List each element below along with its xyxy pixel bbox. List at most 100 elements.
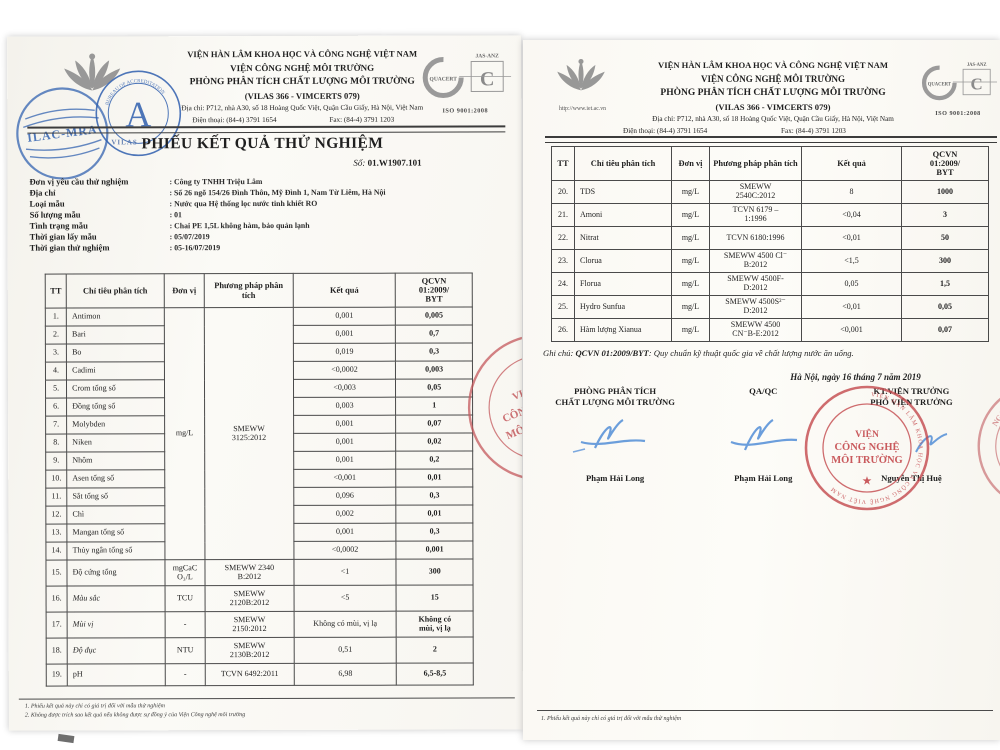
limit-cell: 0,005 (395, 306, 473, 326)
ilac-mra-stamp-icon: ILAC-MRA (16, 87, 109, 180)
row-index: 17. (46, 612, 68, 639)
parameter-name: Clorua (574, 249, 672, 273)
signer-name: Nguyễn Thị Huệ (881, 473, 942, 483)
row-index: 11. (45, 488, 67, 507)
result-cell: 0,019 (293, 343, 396, 362)
seal-line-1: VIỆN (855, 427, 879, 440)
note-code: QCVN 01:2009/BYT (575, 348, 649, 358)
result-row: 15. Độ cứng tổng mgCaC O₃/L SMEWW 2340 B:20… (45, 558, 474, 587)
info-value: : 05/07/2019 (169, 232, 210, 242)
parameter-name: TDS (574, 180, 672, 204)
website-label: http://www.iet.ac.vn (558, 106, 607, 112)
result-cell: 0,51 (293, 637, 397, 664)
parameter-name: Đồng tổng số (66, 397, 165, 417)
unit-cell: mg/L (671, 272, 710, 296)
table-header-row: TT Chỉ tiêu phân tích Đơn vị Phương pháp… (551, 146, 989, 181)
row-index: 23. (551, 249, 575, 273)
institute-lotus-logo (64, 53, 121, 91)
unit-cell: mg/L (671, 249, 710, 273)
result-row: 16. Màu sắc TCU SMEWW 2120B:2012 <5 15 (46, 584, 474, 613)
limit-cell: 6,5-8,5 (396, 662, 474, 686)
result-cell: <0,04 (801, 203, 902, 227)
header-divider (27, 125, 506, 134)
signer-title: KT.VIỆN TRƯỞNG (873, 386, 950, 396)
footnote-line: 1. Phiếu kết quả này chỉ có giá trị đối … (541, 716, 682, 722)
parameter-name: Amoni (574, 203, 672, 227)
signer-title: QA/QC (749, 386, 778, 396)
org-line-1: VIỆN HÀN LÂM KHOA HỌC VÀ CÔNG NGHỆ VIỆT … (658, 60, 888, 70)
result-row: 20. TDS mg/L SMEWW 2540C:2012 8 1000 (551, 180, 989, 204)
parameter-name: Sắt tổng số (66, 487, 165, 507)
jasanz-c-glyph: C (971, 75, 983, 94)
iso-label: ISO 9001:2008 (442, 107, 489, 115)
column-header: Kết quả (801, 146, 902, 181)
signature-row: PHÒNG PHÂN TÍCH CHẤT LƯỢNG MÔI TRƯỜNG Ph… (541, 386, 986, 483)
signer-block: QA/QC Phạm Hải Long (689, 386, 837, 483)
parameter-name: Thủy ngân tổng số (67, 541, 165, 561)
signer-title: PHÓ VIỆN TRƯỞNG (870, 397, 953, 407)
method-cell: SMEWW 2120B:2012 (205, 585, 294, 612)
method-cell: SMEWW 4500 Cl⁻ B:2012 (709, 249, 802, 273)
method-cell: TCVN 6492:2011 (205, 663, 294, 686)
table-header-row: TT Chỉ tiêu phân tích Đơn vị Phương pháp… (45, 272, 473, 309)
signature-ink-icon (915, 433, 948, 453)
note-prefix: Ghi chú: (543, 348, 576, 358)
parameter-name: Độ đục (67, 637, 166, 665)
unit-cell: NTU (164, 637, 206, 664)
result-cell: 8 (801, 180, 902, 204)
parameter-name: Molybden (66, 415, 165, 435)
row-index: 13. (45, 524, 68, 543)
org-line-2: VIỆN CÔNG NGHỆ MÔI TRƯỜNG (230, 62, 375, 74)
row-index: 15. (45, 560, 68, 587)
parameter-name: Màu sắc (67, 585, 165, 613)
row-index: 3. (45, 344, 67, 363)
result-cell: 0,001 (293, 415, 397, 434)
result-cell: <0,001 (293, 469, 397, 488)
header-divider (545, 136, 997, 143)
org-line-1: VIỆN HÀN LÂM KHOA HỌC VÀ CÔNG NGHỆ VIỆT … (187, 48, 418, 60)
limit-cell: 0,7 (395, 324, 473, 344)
parameter-name: Độ cứng tổng (67, 559, 165, 587)
unit-cell: mg/L (164, 307, 206, 560)
limit-cell: 1000 (901, 180, 989, 204)
footnotes: 1. Phiếu kết quả này chỉ có giá trị đối … (541, 715, 981, 724)
org-line-4: (VILAS 366 - VIMCERTS 079) (715, 102, 831, 112)
org-address: Địa chỉ: P712, nhà A30, số 18 Hoàng Quốc… (652, 115, 894, 123)
result-row: 21. Amoni mg/L TCVN 6179 – 1:1996 <0,04 3 (551, 203, 989, 227)
result-cell: <0,001 (801, 318, 902, 342)
parameter-name: Nhôm (66, 451, 165, 471)
signer-block: KT.VIỆN TRƯỞNG PHÓ VIỆN TRƯỞNG Nguyễn Th… (837, 386, 985, 483)
signer-title: CHẤT LƯỢNG MÔI TRƯỜNG (555, 397, 675, 407)
limit-cell: 0,001 (396, 540, 473, 560)
note-line: Ghi chú: QCVN 01:2009/BYT: Quy chuẩn kỹ … (543, 348, 983, 358)
institute-red-seal-icon: VIỆN HÀN LÂM KHOA HỌC VÀ CÔNG NGHỆ VIỆT … (804, 385, 930, 511)
result-row: 1. Antimon mg/L SMEWW 3125:2012 0,001 0,005 (45, 306, 473, 560)
signer-name: Phạm Hải Long (585, 473, 645, 483)
parameter-name: Nitrat (574, 226, 672, 250)
result-cell: 6,98 (293, 663, 397, 686)
iso-label: ISO 9001:2008 (935, 110, 981, 117)
footer-divider (18, 697, 515, 701)
row-index: 26. (551, 318, 575, 342)
parameter-name: Mangan tổng số (67, 523, 165, 543)
info-value: : 05-16/07/2019 (169, 243, 221, 253)
limit-cell: 50 (901, 226, 989, 250)
info-label: Thời gian lấy mẫu (29, 231, 97, 242)
jasanz-c-glyph: C (480, 68, 495, 90)
result-row: 23. Clorua mg/L SMEWW 4500 Cl⁻ B:2012 <1,5 30… (551, 249, 989, 273)
info-value: : Công ty TNHH Triệu Lâm (169, 177, 263, 187)
doc-number-value: 01.W1907.101 (367, 157, 422, 168)
unit-cell: mgCaC O₃/L (164, 559, 206, 586)
row-index: 9. (45, 452, 67, 471)
result-cell: Không có mùi, vị lạ (293, 611, 397, 638)
result-cell: <5 (293, 585, 397, 612)
quacert-jasanz-logo: QUACERT JAS-ANZ C (921, 63, 997, 101)
row-index: 6. (45, 398, 67, 417)
column-header: TT (551, 146, 575, 181)
result-cell: <0,0002 (293, 541, 397, 560)
column-header: Chỉ tiêu phân tích (574, 146, 672, 181)
method-cell: SMEWW 2150:2012 (205, 611, 294, 638)
org-line-4: (VILAS 366 - VIMCERTS 079) (244, 90, 360, 102)
signer-title: PHÒNG PHÂN TÍCH (574, 386, 657, 396)
signer-block: PHÒNG PHÂN TÍCH CHẤT LƯỢNG MÔI TRƯỜNG Ph… (541, 386, 689, 483)
